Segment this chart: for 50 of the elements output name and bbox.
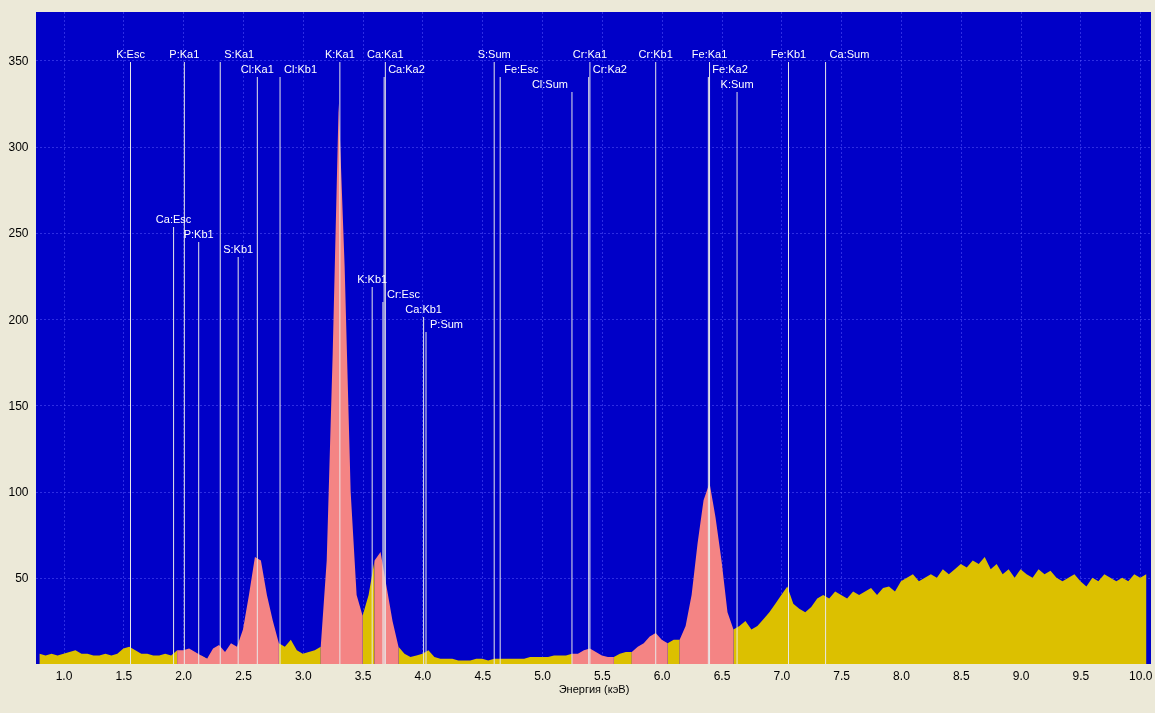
ref-line-label: Fe:Ka1: [691, 48, 728, 60]
x-tick-label: 1.5: [115, 668, 133, 683]
x-tick-label: 8.5: [952, 668, 970, 683]
x-tick-label: 1.0: [55, 668, 73, 683]
y-tick-label: 200: [8, 312, 29, 327]
x-tick-label: 7.5: [833, 668, 851, 683]
ref-line-label: K:Esc: [116, 48, 146, 60]
ref-line-label: Fe:Esc: [504, 63, 539, 75]
ref-line-label: Cl:Ka1: [240, 63, 274, 75]
x-tick-label: 9.0: [1012, 668, 1030, 683]
ref-line-label: Ca:Ka1: [366, 48, 404, 60]
x-tick-label: 3.0: [294, 668, 312, 683]
ref-line-label: S:Kb1: [223, 243, 254, 255]
ref-line-label: P:Ka1: [169, 48, 200, 60]
ref-line-label: P:Sum: [430, 318, 464, 330]
ref-line-label: S:Ka1: [224, 48, 255, 60]
y-tick-label: 350: [8, 53, 29, 68]
x-tick-label: 3.5: [354, 668, 372, 683]
ref-line-label: Cr:Ka1: [572, 48, 608, 60]
ref-line-label: K:Ka1: [324, 48, 355, 60]
x-tick-label: 4.5: [474, 668, 492, 683]
ref-line-label: Cl:Kb1: [284, 63, 318, 75]
x-tick-label: 6.5: [713, 668, 731, 683]
y-tick-label: 100: [8, 485, 29, 500]
ref-line-label: Cr:Ka2: [592, 63, 627, 75]
y-tick-label: 300: [8, 140, 29, 155]
ref-line-label: K:Sum: [720, 78, 754, 90]
ref-line-label: Ca:Ka2: [388, 63, 425, 75]
ref-line-label: Fe:Kb1: [770, 48, 807, 60]
ref-line-label: Fe:Ka2: [712, 63, 748, 75]
y-tick-label: 250: [8, 226, 29, 241]
y-tick-label: 150: [8, 398, 29, 413]
x-tick-label: 2.0: [175, 668, 193, 683]
x-tick-label: 10.0: [1129, 668, 1153, 683]
x-tick-label: 9.5: [1072, 668, 1090, 683]
x-tick-label: 5.0: [534, 668, 552, 683]
x-tick-label: 7.0: [773, 668, 791, 683]
x-tick-label: 4.0: [414, 668, 432, 683]
x-tick-label: 5.5: [594, 668, 612, 683]
x-axis-title: Энергия (кэВ): [558, 682, 630, 695]
ref-line-label: Cl:Sum: [531, 78, 568, 90]
x-tick-label: 6.0: [653, 668, 671, 683]
y-tick-label: 50: [15, 571, 29, 586]
x-tick-label: 2.5: [235, 668, 253, 683]
ref-line-label: Ca:Sum: [829, 48, 870, 60]
x-tick-label: 8.0: [893, 668, 911, 683]
ref-line-label: Cr:Kb1: [638, 48, 673, 60]
ref-line-label: Ca:Kb1: [405, 303, 442, 315]
ref-line-label: S:Sum: [477, 48, 511, 60]
ref-line-label: Cr:Esc: [386, 288, 421, 300]
